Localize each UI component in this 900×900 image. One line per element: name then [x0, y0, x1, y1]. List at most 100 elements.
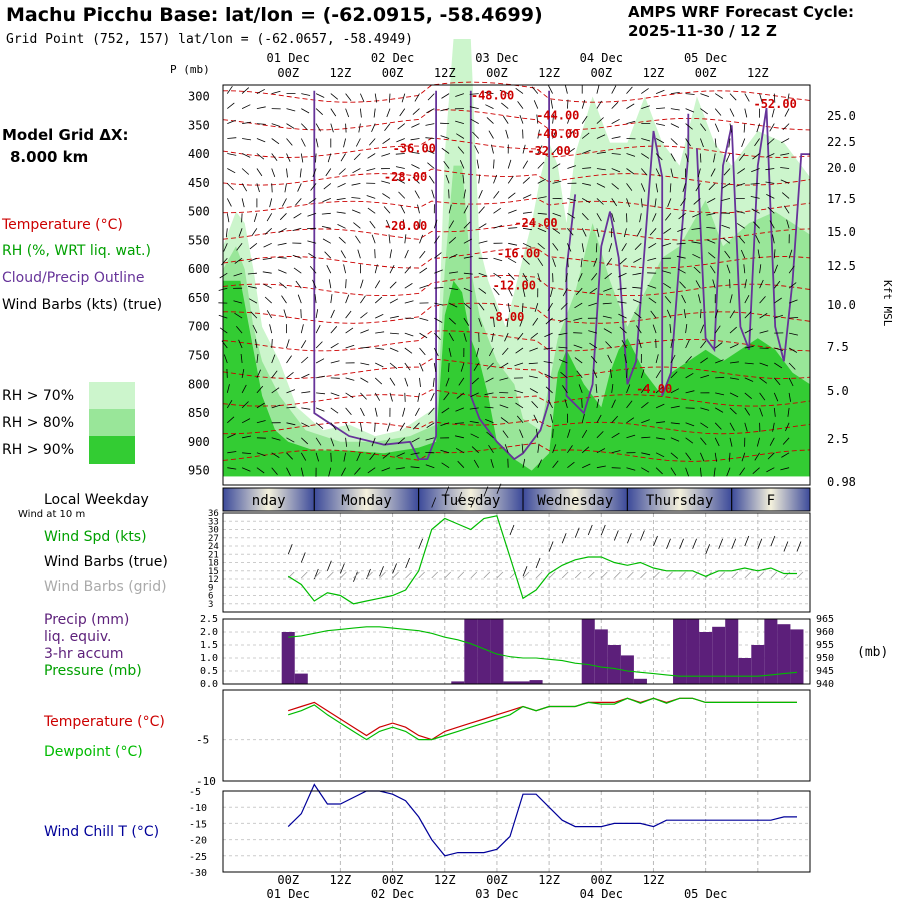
wind-barb [611, 168, 621, 173]
wind-barb [515, 347, 524, 354]
surface-wind-barb-grid [418, 571, 425, 579]
wind-barb [759, 330, 769, 334]
wind-barb [460, 362, 465, 372]
wind-barb [784, 108, 790, 117]
wind-barb [271, 138, 280, 145]
wind-barb [241, 87, 250, 94]
wind-barb [516, 415, 524, 424]
wind-barb [286, 123, 295, 129]
wind-barb [315, 309, 319, 319]
wind-barb [315, 138, 319, 148]
wind-barb [397, 123, 406, 130]
wind-barb [636, 325, 642, 334]
wind-barb [315, 123, 321, 132]
wind-barb [263, 283, 272, 289]
wind-barb [315, 407, 325, 412]
wind-barb [552, 130, 557, 139]
wind-barb [279, 213, 287, 221]
wind-barb [448, 332, 454, 342]
wind-barb [576, 370, 583, 379]
surface-wind-barb [692, 538, 697, 549]
wind-barb [729, 343, 739, 349]
wind-barb [404, 362, 411, 371]
wind-barb [463, 205, 469, 214]
wind-barb [256, 369, 261, 379]
top-time-label: 12Z [538, 66, 560, 80]
wind-barb [414, 93, 420, 102]
wind-barb [744, 311, 752, 319]
wind-barb [286, 389, 296, 394]
wind-barb [765, 168, 775, 171]
wind-barb [712, 279, 716, 289]
windchill-panel-frame [222, 790, 811, 873]
wind-barb [286, 406, 296, 409]
wind-barb [772, 422, 775, 432]
wind-barb [522, 257, 530, 265]
top-day-label: 02 Dec [371, 51, 414, 65]
wind-barb [581, 429, 588, 439]
wind-barb [351, 197, 361, 199]
wind-barb [463, 238, 472, 244]
surface-wind-barb-grid [718, 571, 725, 579]
wind-barb [552, 227, 561, 234]
wind-barb [455, 407, 465, 412]
wind-barb [559, 317, 568, 323]
wind-barb [533, 100, 539, 109]
wind-barb [355, 235, 361, 244]
precip-bar [712, 626, 726, 684]
wind-speed-tick: 27 [208, 534, 219, 544]
wind-barb [478, 240, 488, 244]
wind-barb [700, 309, 702, 319]
wind-barb [478, 206, 485, 214]
wind-barb [478, 272, 488, 277]
wind-barb [531, 86, 539, 94]
wind-barb [552, 114, 555, 124]
wind-barb [641, 153, 650, 159]
surface-wind-barb-grid [640, 571, 647, 579]
wind-barb [537, 196, 547, 199]
wind-barb [564, 84, 568, 94]
windchill-tick: -25 [189, 852, 207, 863]
wind-barb [641, 138, 651, 142]
wind-barb [581, 228, 587, 237]
wind-barb [478, 302, 485, 311]
surface-wind-barb-grid [379, 571, 386, 579]
surface-wind-barb [353, 571, 358, 582]
wind-barb [271, 370, 278, 379]
wind-barb [493, 191, 500, 199]
wind-barb [241, 183, 248, 192]
surface-wind-barb [731, 538, 737, 549]
wind-barb [532, 317, 539, 326]
wind-barb [640, 198, 643, 208]
wind-barb [621, 340, 627, 349]
wind-barb [772, 234, 775, 244]
wind-barb [626, 103, 635, 109]
wind-barb [788, 299, 798, 304]
temperature-contour [222, 221, 811, 241]
surface-wind-barb [392, 563, 397, 574]
wind-barb [721, 198, 731, 201]
wind-barb [322, 238, 331, 244]
wind-barb [493, 225, 503, 229]
wind-barb [634, 243, 642, 250]
wind-barb [493, 207, 502, 214]
dewpoint-line [288, 697, 797, 741]
pressure-tick-label: 650 [188, 291, 210, 305]
wind-barb [580, 258, 583, 268]
wind-barb [411, 123, 420, 128]
wind-barb [484, 91, 494, 94]
temperature-contour-label: -48.00 [471, 88, 514, 102]
wind-barb [759, 392, 766, 401]
wind-barb [417, 392, 420, 402]
wind-barb [670, 92, 680, 94]
wind-barb [522, 227, 532, 231]
kft-tick-label: 12.5 [827, 259, 856, 273]
wind-barb [256, 420, 266, 424]
wind-barb [709, 265, 716, 274]
wind-barb [723, 168, 731, 176]
wind-barb [514, 390, 524, 394]
wind-barb [590, 355, 598, 364]
precip-tick: 0.0 [200, 679, 218, 690]
wind-barb [567, 99, 569, 109]
wind-barb [552, 243, 559, 251]
